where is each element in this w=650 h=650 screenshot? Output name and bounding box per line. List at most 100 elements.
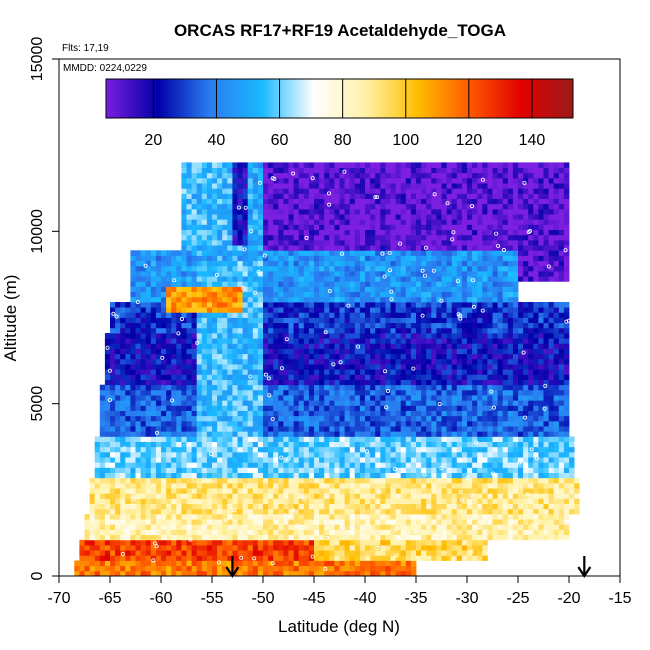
heatmap-cell [176, 446, 182, 453]
heatmap-cell [487, 338, 493, 344]
heatmap-cell [155, 431, 162, 437]
heatmap-cell [538, 384, 544, 391]
heatmap-cell [380, 322, 386, 329]
heatmap-cell [426, 312, 432, 318]
heatmap-cell [405, 472, 412, 479]
heatmap-cell [365, 400, 371, 406]
heatmap-cell [196, 353, 203, 360]
heatmap-cell [344, 364, 351, 370]
heatmap-cell [472, 312, 478, 318]
heatmap-cell [472, 529, 478, 536]
heatmap-cell [523, 400, 529, 406]
heatmap-cell [507, 431, 514, 437]
heatmap-cell [395, 353, 402, 360]
heatmap-cell [252, 358, 259, 365]
heatmap-cell [507, 493, 514, 499]
heatmap-cell [523, 519, 529, 525]
heatmap-cell [181, 405, 187, 411]
heatmap-cell [125, 570, 131, 577]
heatmap-cell [497, 472, 504, 479]
heatmap-cell [339, 472, 345, 479]
heatmap-cell [110, 358, 116, 365]
heatmap-cell [385, 503, 391, 510]
heatmap-cell [161, 369, 167, 375]
heatmap-cell [512, 405, 519, 411]
heatmap-cell [416, 529, 422, 536]
heatmap-cell [252, 353, 259, 360]
heatmap-cell [110, 503, 116, 510]
heatmap-cell [507, 524, 514, 530]
heatmap-cell [349, 317, 356, 324]
heatmap-cell [268, 477, 274, 484]
heatmap-cell [206, 343, 213, 349]
heatmap-cell [538, 395, 544, 401]
heatmap-cell [370, 441, 376, 448]
heatmap-cell [140, 405, 147, 411]
heatmap-cell [268, 317, 274, 324]
heatmap-cell [533, 322, 539, 329]
heatmap-cell [370, 384, 376, 391]
heatmap-cell [390, 457, 396, 463]
heatmap-cell [482, 358, 488, 365]
heatmap-cell [390, 415, 396, 422]
heatmap-cell [314, 477, 320, 484]
heatmap-cell [512, 353, 519, 360]
heatmap-cell [426, 415, 432, 422]
heatmap-cell [558, 317, 565, 324]
heatmap-cell [370, 343, 376, 349]
heatmap-cell [339, 550, 345, 556]
heatmap-cell [278, 415, 284, 422]
heatmap-cell [502, 426, 509, 432]
heatmap-cell [395, 333, 402, 339]
heatmap-cell [176, 503, 182, 510]
heatmap-cell [145, 555, 152, 561]
heatmap-cell [303, 508, 310, 515]
heatmap-cell [166, 472, 172, 479]
heatmap-cell [431, 301, 437, 308]
heatmap-cell [125, 503, 131, 510]
heatmap-cell [375, 519, 381, 525]
heatmap-cell [314, 550, 320, 556]
heatmap-cell [166, 358, 172, 365]
heatmap-cell [201, 560, 208, 567]
heatmap-cell [227, 426, 233, 432]
heatmap-cell [181, 457, 187, 463]
heatmap-cell [461, 369, 468, 375]
heatmap-cell [334, 333, 340, 339]
heatmap-cell [385, 498, 391, 505]
heatmap-cell [370, 493, 376, 499]
heatmap-cell [410, 301, 417, 308]
heatmap-cell [196, 457, 203, 463]
heatmap-cell [548, 333, 555, 339]
heatmap-cell [176, 462, 182, 468]
heatmap-cell [461, 513, 468, 520]
heatmap-cell [365, 565, 371, 572]
heatmap-cell [518, 358, 524, 365]
heatmap-cell [349, 307, 356, 313]
heatmap-cell [390, 426, 396, 432]
heatmap-cell [120, 457, 126, 463]
heatmap-cell [161, 498, 167, 505]
heatmap-cell [201, 317, 208, 324]
heatmap-cell [263, 291, 269, 298]
heatmap-cell [558, 477, 565, 484]
heatmap-cell [232, 560, 238, 567]
heatmap-cell [263, 513, 269, 520]
heatmap-cell [349, 482, 356, 489]
heatmap-cell [385, 539, 391, 546]
heatmap-cell [563, 358, 570, 365]
heatmap-cell [257, 539, 264, 546]
heatmap-cell [298, 389, 305, 396]
heatmap-cell [288, 348, 294, 355]
heatmap-cell [339, 451, 345, 458]
heatmap-cell [400, 513, 407, 520]
heatmap-cell [365, 436, 371, 442]
heatmap-cell [135, 420, 141, 427]
heatmap-cell [273, 446, 279, 453]
heatmap-cell [472, 498, 478, 505]
heatmap-cell [365, 322, 371, 329]
heatmap-cell [395, 343, 402, 349]
heatmap-cell [155, 524, 162, 530]
heatmap-cell [150, 570, 157, 577]
heatmap-cell [558, 400, 565, 406]
